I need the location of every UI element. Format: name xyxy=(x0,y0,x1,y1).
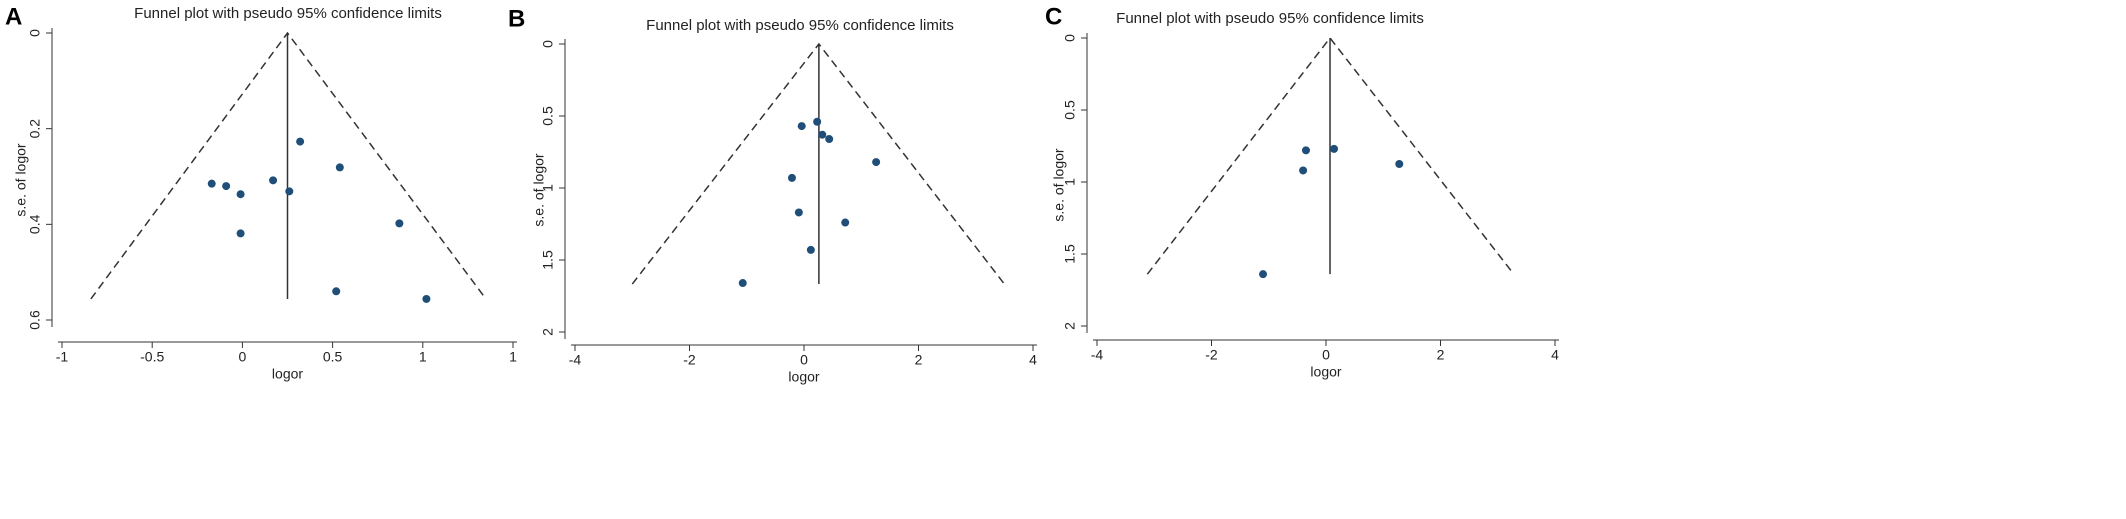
x-tick-label: 0 xyxy=(800,352,808,368)
data-point xyxy=(794,208,803,217)
data-point xyxy=(1301,146,1310,155)
x-axis-label: logor xyxy=(1310,364,1341,380)
x-tick-label: 1 xyxy=(509,349,517,365)
data-point xyxy=(787,173,796,182)
x-tick-label: 2 xyxy=(915,352,923,368)
x-axis-label: logor xyxy=(788,369,819,385)
data-point xyxy=(236,190,245,199)
panel-label: A xyxy=(5,3,22,30)
x-tick-label: 0 xyxy=(239,349,247,365)
data-point xyxy=(236,229,245,238)
data-point xyxy=(395,219,404,228)
data-point xyxy=(825,135,834,144)
data-point xyxy=(797,122,806,131)
x-tick-label: 0.5 xyxy=(323,349,343,365)
data-point xyxy=(269,176,278,185)
y-tick-label: 0.2 xyxy=(27,119,43,139)
y-tick-label: 0 xyxy=(27,29,43,37)
data-point xyxy=(332,287,341,296)
x-tick-label: 1 xyxy=(419,349,427,365)
data-point xyxy=(738,279,747,288)
x-tick-label: -4 xyxy=(569,352,582,368)
y-tick-label: 1.5 xyxy=(540,250,556,270)
y-tick-label: 1.5 xyxy=(1062,244,1078,264)
chart-title: Funnel plot with pseudo 95% confidence l… xyxy=(1116,10,1424,27)
chart-title: Funnel plot with pseudo 95% confidence l… xyxy=(134,5,442,22)
y-axis-label: s.e. of logor xyxy=(1051,148,1067,221)
data-point xyxy=(285,187,294,196)
x-tick-label: 2 xyxy=(1437,347,1445,363)
x-tick-label: 4 xyxy=(1551,347,1559,363)
y-tick-label: 0 xyxy=(540,40,556,48)
confidence-limit-line xyxy=(90,31,487,300)
data-point xyxy=(1330,144,1339,153)
y-tick-label: 1 xyxy=(1062,178,1078,186)
y-tick-label: 0.4 xyxy=(27,214,43,234)
data-point xyxy=(422,294,431,303)
data-point xyxy=(806,245,815,254)
y-tick-label: 1 xyxy=(540,184,556,192)
data-point xyxy=(296,137,305,146)
y-tick-label: 2 xyxy=(540,328,556,336)
data-point xyxy=(222,182,231,191)
y-tick-label: 0.6 xyxy=(27,310,43,330)
x-tick-label: -4 xyxy=(1091,347,1104,363)
data-point xyxy=(1259,270,1268,279)
confidence-limit-line xyxy=(1146,36,1515,275)
x-tick-label: -1 xyxy=(56,349,69,365)
data-point xyxy=(335,163,344,172)
y-tick-label: 0 xyxy=(1062,34,1078,42)
y-tick-label: 0.5 xyxy=(1062,100,1078,120)
y-axis-label: s.e. of logor xyxy=(531,153,547,226)
panel-label: B xyxy=(508,5,525,32)
data-point xyxy=(813,117,822,126)
panel-label: C xyxy=(1045,3,1062,30)
x-tick-label: -2 xyxy=(1205,347,1218,363)
data-point xyxy=(207,179,216,188)
x-axis-label: logor xyxy=(272,366,303,382)
data-point xyxy=(1299,166,1308,175)
data-point xyxy=(841,218,850,227)
chart-title: Funnel plot with pseudo 95% confidence l… xyxy=(646,17,954,34)
x-tick-label: -2 xyxy=(683,352,696,368)
y-axis-label: s.e. of logor xyxy=(13,143,29,216)
x-tick-label: 0 xyxy=(1322,347,1330,363)
x-tick-label: 4 xyxy=(1029,352,1037,368)
data-point xyxy=(872,158,881,167)
x-tick-label: -0.5 xyxy=(140,349,164,365)
y-tick-label: 2 xyxy=(1062,322,1078,330)
data-point xyxy=(1395,160,1404,168)
y-tick-label: 0.5 xyxy=(540,106,556,126)
data-point xyxy=(818,130,827,139)
